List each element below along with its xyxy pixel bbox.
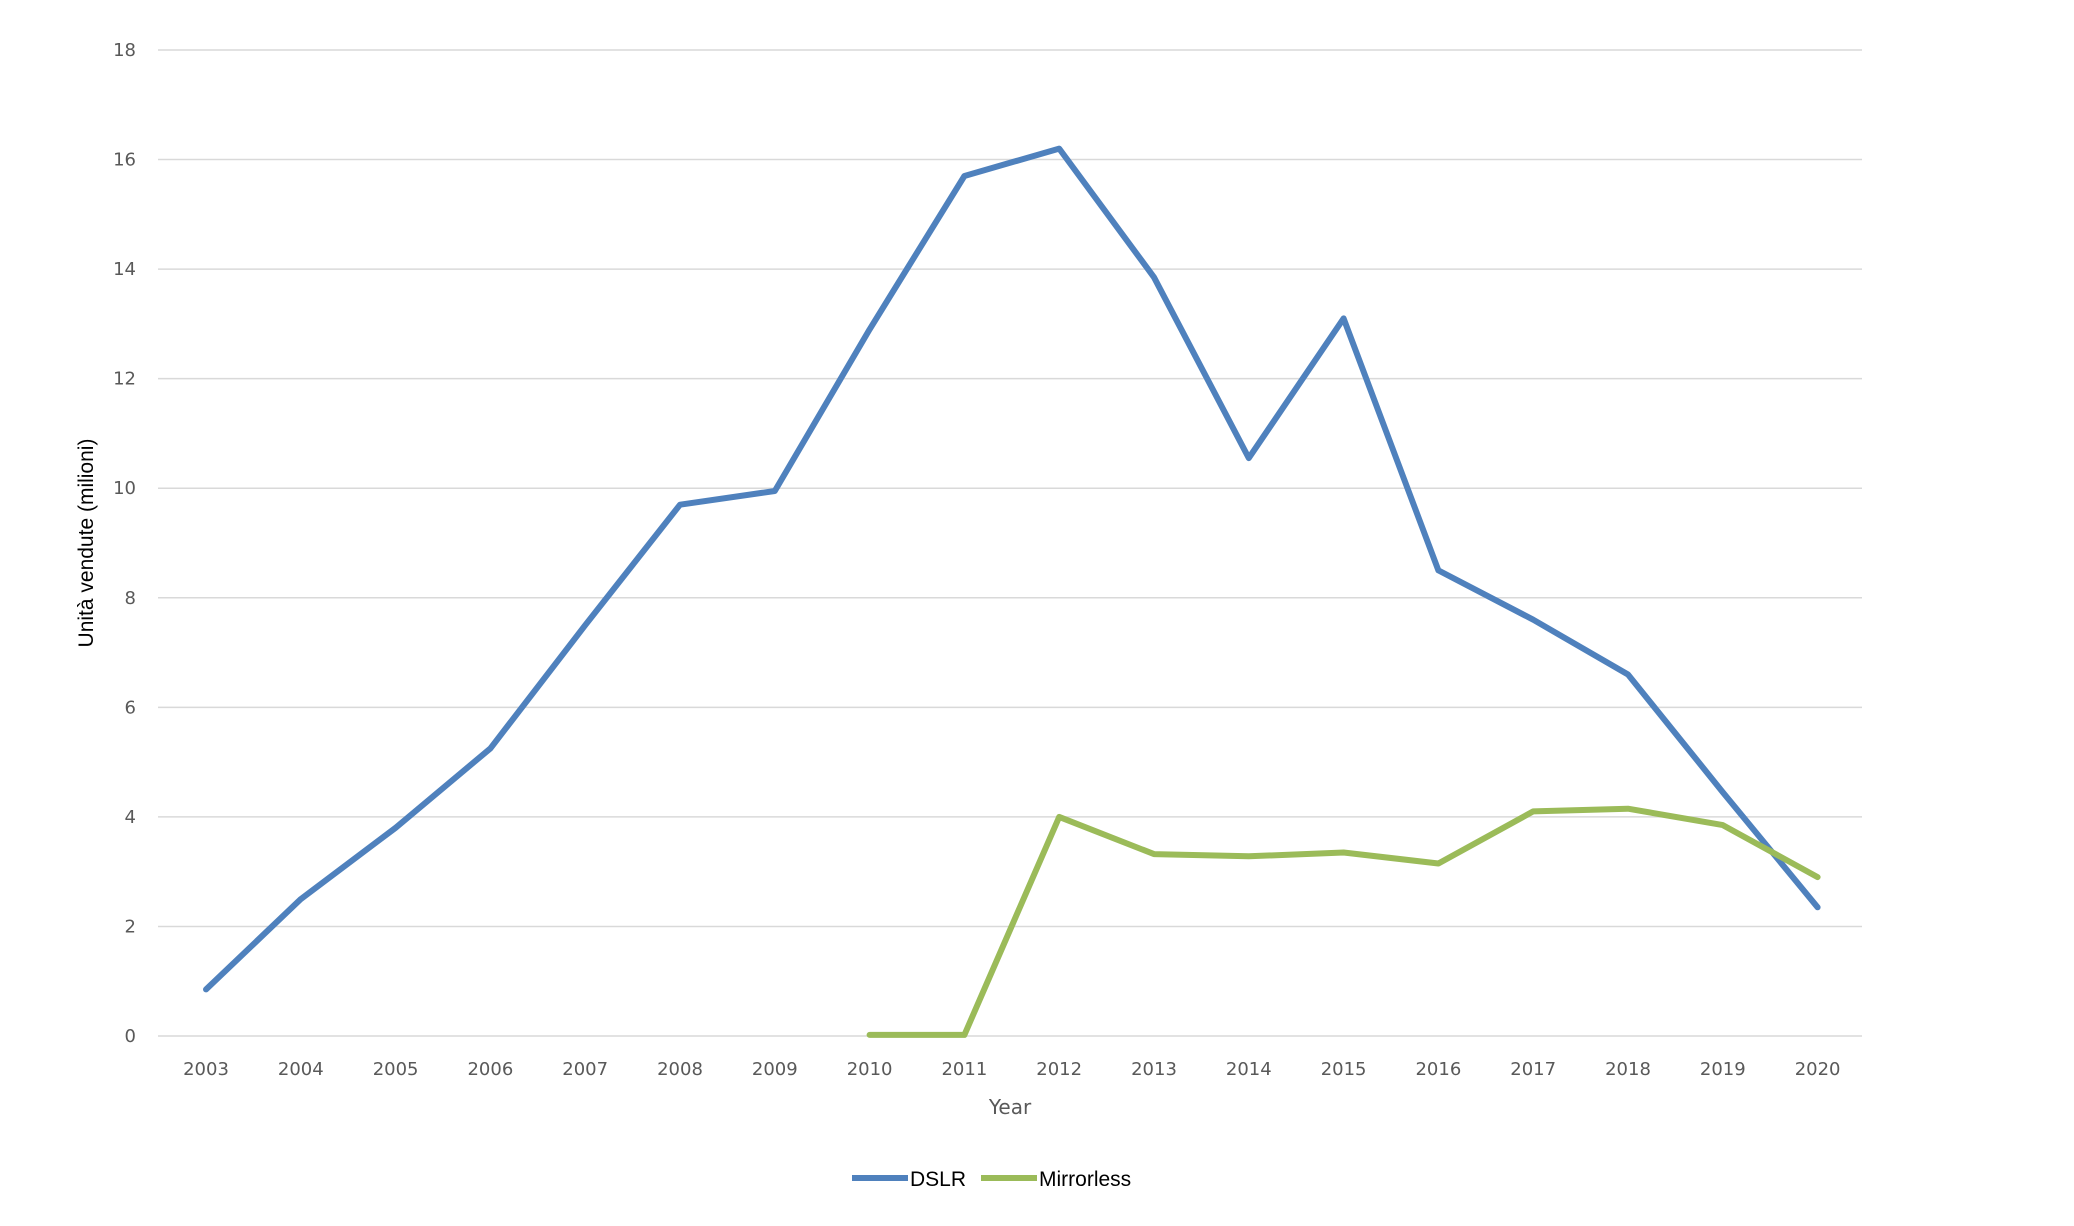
series-line-mirrorless xyxy=(866,805,1821,1038)
y-tick-label: 2 xyxy=(125,916,136,937)
x-tick-label: 2006 xyxy=(467,1059,513,1080)
x-tick-label: 2008 xyxy=(657,1059,703,1080)
x-tick-label: 2009 xyxy=(752,1059,798,1080)
x-tick-label: 2012 xyxy=(1036,1059,1082,1080)
x-tick-label: 2020 xyxy=(1795,1059,1841,1080)
y-tick-label: 14 xyxy=(113,259,136,280)
x-tick-label: 2017 xyxy=(1510,1059,1556,1080)
x-tick-label: 2019 xyxy=(1700,1059,1746,1080)
x-tick-label: 2018 xyxy=(1605,1059,1651,1080)
y-tick-label: 16 xyxy=(113,150,136,171)
x-tick-label: 2004 xyxy=(278,1059,324,1080)
series-lines xyxy=(203,145,1821,1038)
x-tick-label: 2010 xyxy=(847,1059,893,1080)
gridlines xyxy=(158,49,1862,1037)
x-tick-label: 2011 xyxy=(941,1059,987,1080)
legend-label-dslr: DSLR xyxy=(910,1168,966,1191)
y-axis-ticks: 0 2 4 6 8 10 12 14 16 18 xyxy=(113,40,136,1047)
x-tick-label: 2016 xyxy=(1415,1059,1461,1080)
series-line-dslr xyxy=(203,145,1821,993)
y-tick-label: 0 xyxy=(125,1026,136,1047)
y-tick-label: 10 xyxy=(113,478,136,499)
legend-label-mirrorless: Mirrorless xyxy=(1039,1168,1131,1191)
y-axis-title: Unità vendute (milioni) xyxy=(75,439,98,648)
y-tick-label: 4 xyxy=(125,807,136,828)
x-tick-label: 2013 xyxy=(1131,1059,1177,1080)
x-tick-label: 2014 xyxy=(1226,1059,1272,1080)
x-tick-label: 2005 xyxy=(373,1059,419,1080)
y-tick-label: 18 xyxy=(113,40,136,61)
x-tick-label: 2003 xyxy=(183,1059,229,1080)
y-tick-label: 6 xyxy=(125,697,136,718)
x-axis-ticks: 2003 2004 2005 2006 2007 2008 2009 2010 2011 2012… xyxy=(183,1059,1840,1080)
x-tick-label: 2015 xyxy=(1321,1059,1367,1080)
y-tick-label: 8 xyxy=(125,588,136,609)
legend: DSLR Mirrorless xyxy=(852,1168,1131,1191)
y-tick-label: 12 xyxy=(113,369,136,390)
x-tick-label: 2007 xyxy=(562,1059,608,1080)
x-axis-title: Year xyxy=(988,1095,1032,1119)
